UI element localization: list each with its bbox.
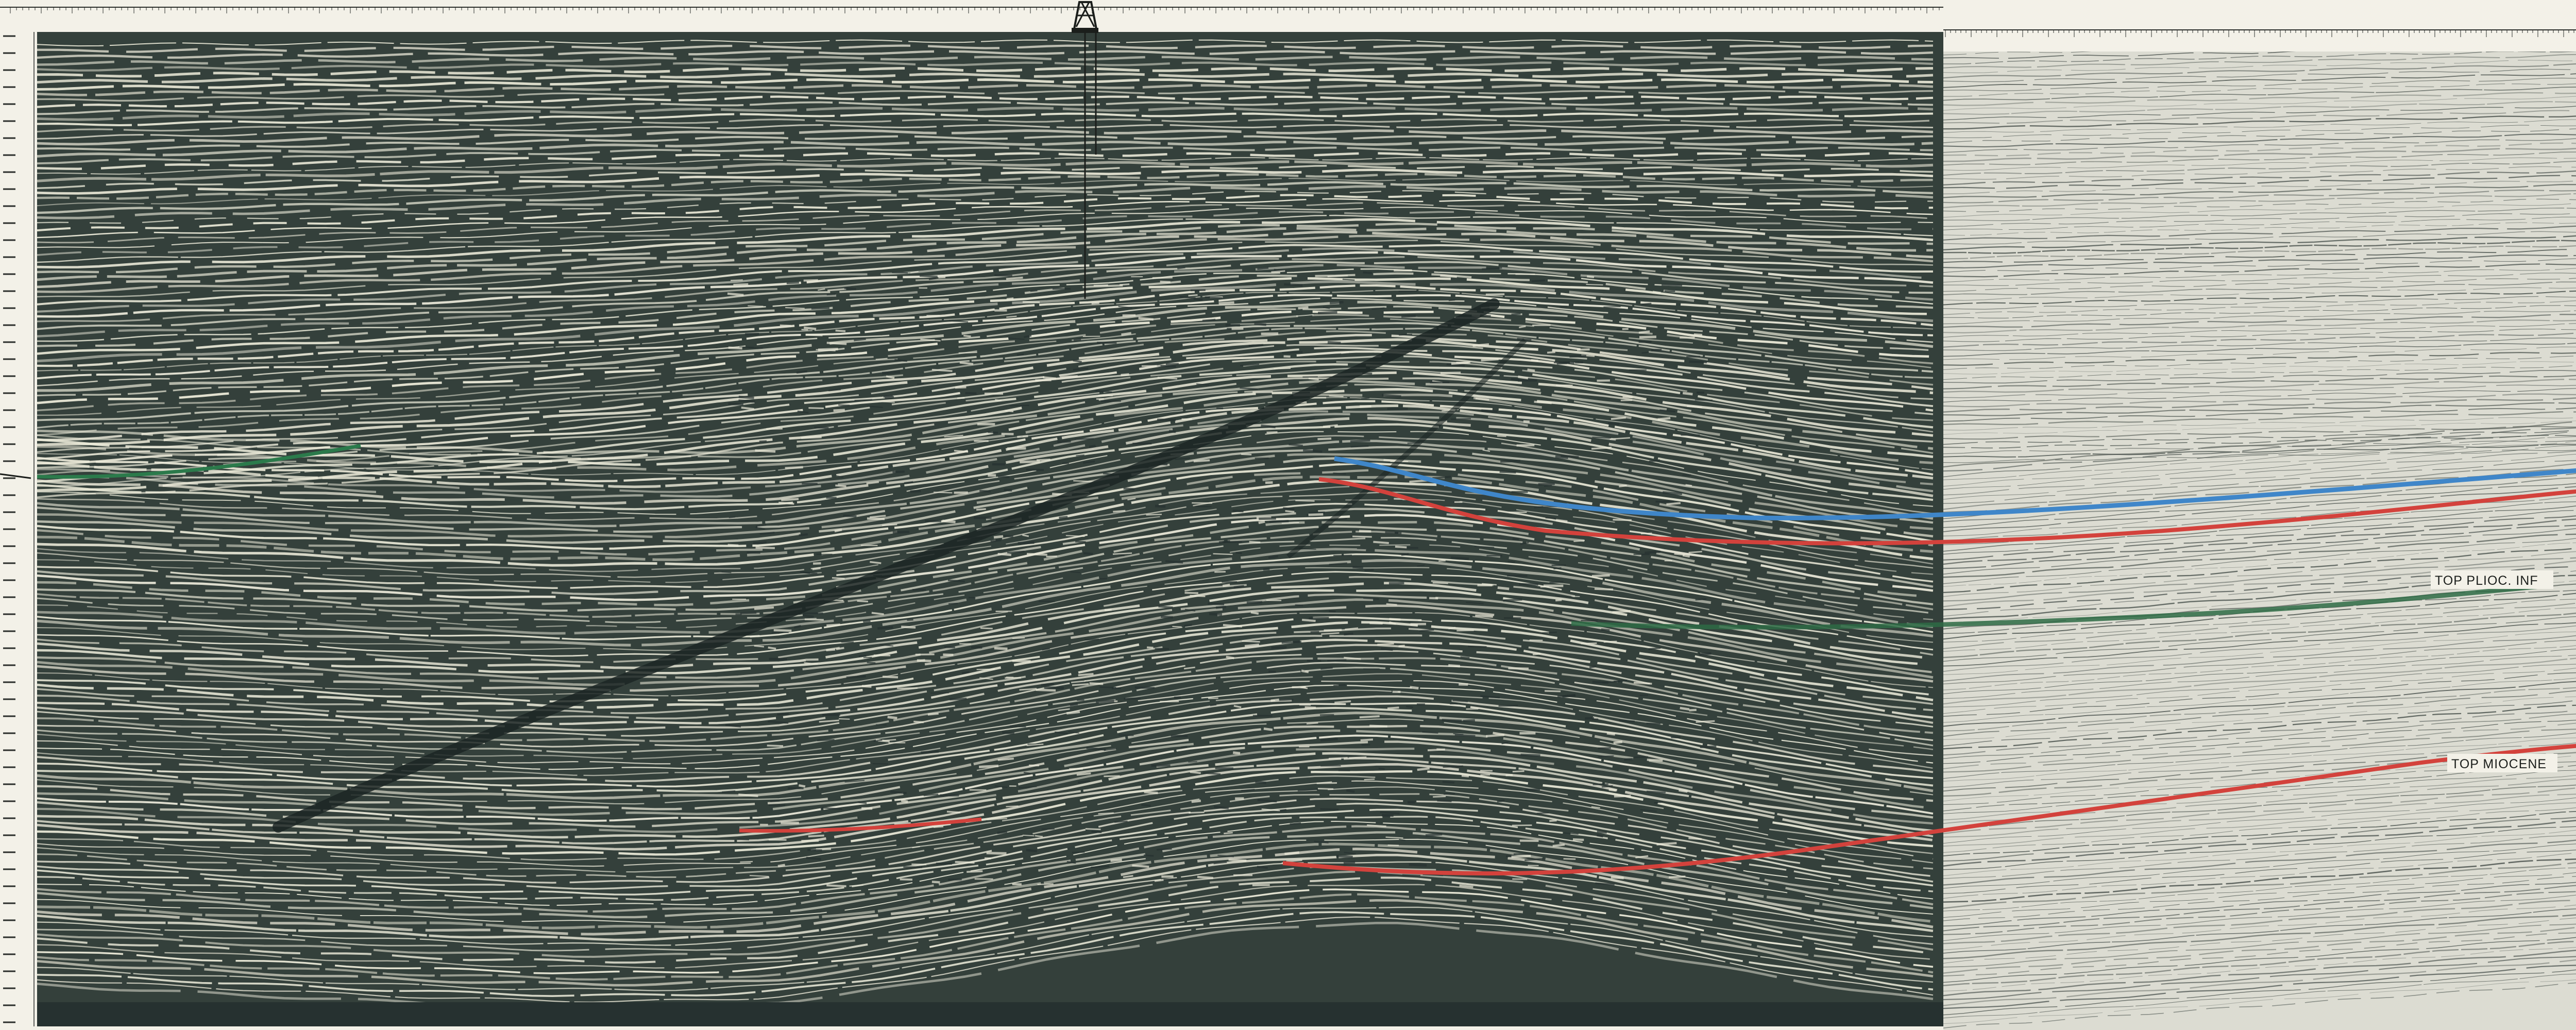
plioc-inf-horizon [1571,584,2540,630]
green-horizon-left [37,444,361,479]
red-horizon-upper [1318,477,2576,546]
label-top-plioc-inf-text: TOP PLIOC. INF [2435,573,2538,588]
label-top-miocene: TOP MIOCENE [2447,754,2557,772]
label-top-miocene-text: TOP MIOCENE [2451,757,2547,771]
edge-marker [0,473,31,479]
miocene-horizon [1282,744,2576,876]
fault-line-secondary [1286,338,1527,559]
fault-line [273,298,1500,833]
drilling-rig-icon [1072,1,1098,299]
miocene-horizon-left-segment [739,817,982,833]
label-top-plioc-inf: TOP PLIOC. INF [2431,570,2553,589]
blue-horizon [1334,456,2576,520]
reflectors-left [37,39,1943,1026]
top-scale [0,7,2576,37]
left-scale [3,32,35,1026]
